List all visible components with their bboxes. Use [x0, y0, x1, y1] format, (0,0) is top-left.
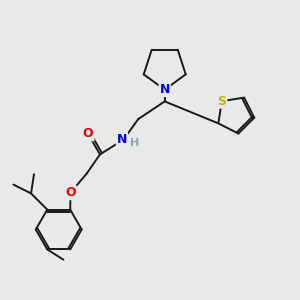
Text: N: N [160, 83, 170, 96]
Text: O: O [83, 127, 94, 140]
Text: N: N [117, 133, 127, 146]
Text: O: O [65, 186, 76, 199]
Text: S: S [218, 94, 226, 108]
Text: H: H [130, 138, 139, 148]
